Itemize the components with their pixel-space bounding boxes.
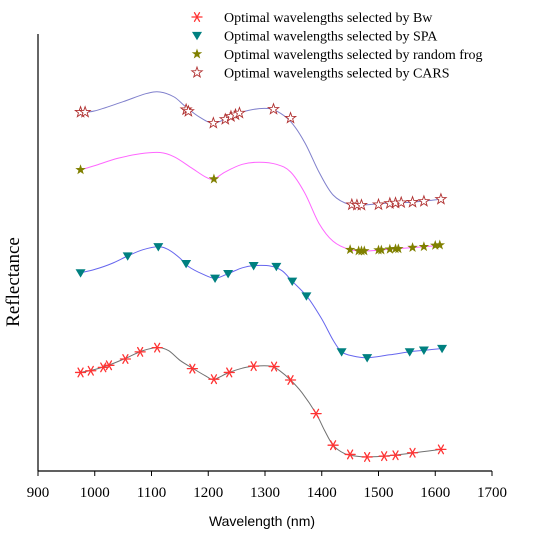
- data-point-marker: [435, 444, 447, 455]
- data-point-marker: [393, 243, 404, 254]
- x-tick-label: 1000: [80, 485, 110, 501]
- series-line: [80, 246, 443, 359]
- x-tick-label: 1600: [420, 485, 450, 501]
- series-line: [80, 151, 441, 252]
- data-point-marker: [97, 362, 109, 373]
- legend-label: Optimal wavelengths selected by random f…: [224, 48, 483, 63]
- data-point-marker: [208, 374, 220, 385]
- x-tick-label: 900: [27, 485, 50, 501]
- series-line: [80, 347, 441, 458]
- x-axis-label: Wavelength (nm): [209, 513, 315, 529]
- data-point-marker: [361, 451, 373, 462]
- data-point-marker: [372, 198, 385, 210]
- x-tick-label: 1100: [137, 485, 166, 501]
- data-point-marker: [267, 103, 280, 115]
- data-point-marker: [223, 367, 235, 378]
- data-point-marker: [406, 196, 419, 208]
- x-tick-label: 1400: [307, 485, 337, 501]
- data-point-marker: [207, 117, 220, 129]
- data-point-marker: [301, 292, 312, 301]
- data-point-marker: [418, 195, 430, 207]
- data-point-marker: [151, 342, 163, 353]
- data-point-marker: [407, 242, 418, 253]
- legend-label: Optimal wavelengths selected by SPA: [224, 30, 438, 45]
- data-point-marker: [122, 252, 133, 261]
- data-point-marker: [344, 244, 356, 255]
- series-line: [80, 91, 441, 206]
- data-point-marker: [210, 274, 221, 284]
- data-point-marker: [418, 241, 430, 252]
- data-point-marker: [310, 408, 322, 419]
- data-point-marker: [406, 447, 419, 458]
- legend-marker: [191, 48, 203, 59]
- data-point-marker: [74, 367, 87, 378]
- y-axis-label: Reflectance: [3, 237, 24, 327]
- x-tick-label: 1300: [250, 485, 280, 501]
- series-curves: [80, 91, 443, 458]
- data-point-marker: [376, 244, 387, 255]
- data-point-marker: [336, 348, 347, 357]
- legend-marker: [192, 31, 202, 41]
- data-point-marker: [435, 193, 447, 205]
- data-point-marker: [271, 262, 282, 272]
- data-point-marker: [85, 365, 97, 376]
- x-tick-label: 1700: [477, 485, 507, 501]
- data-point-marker: [103, 360, 115, 371]
- data-point-marker: [247, 361, 260, 372]
- x-tick-label: 1500: [364, 485, 394, 501]
- data-point-marker: [75, 269, 86, 278]
- data-point-marker: [119, 354, 132, 364]
- x-tick-label: 1200: [193, 485, 223, 501]
- legend-label: Optimal wavelengths selected by CARS: [224, 67, 450, 82]
- data-point-marker: [362, 354, 373, 363]
- data-point-marker: [134, 346, 146, 357]
- legend: Optimal wavelengths selected by Bw Optima…: [191, 11, 483, 82]
- data-point-marker: [208, 173, 220, 184]
- legend-marker: [191, 12, 203, 22]
- x-ticks: 900 1000 1100 1200 1300 1400 1500 1600 1700: [27, 471, 507, 501]
- data-point-marker: [344, 449, 356, 460]
- series-markers: [74, 103, 448, 462]
- legend-label: Optimal wavelengths selected by Bw: [224, 11, 433, 26]
- data-point-marker: [223, 270, 234, 279]
- data-point-marker: [389, 450, 402, 461]
- data-point-marker: [75, 164, 86, 175]
- data-point-marker: [378, 451, 390, 462]
- legend-marker: [191, 66, 203, 78]
